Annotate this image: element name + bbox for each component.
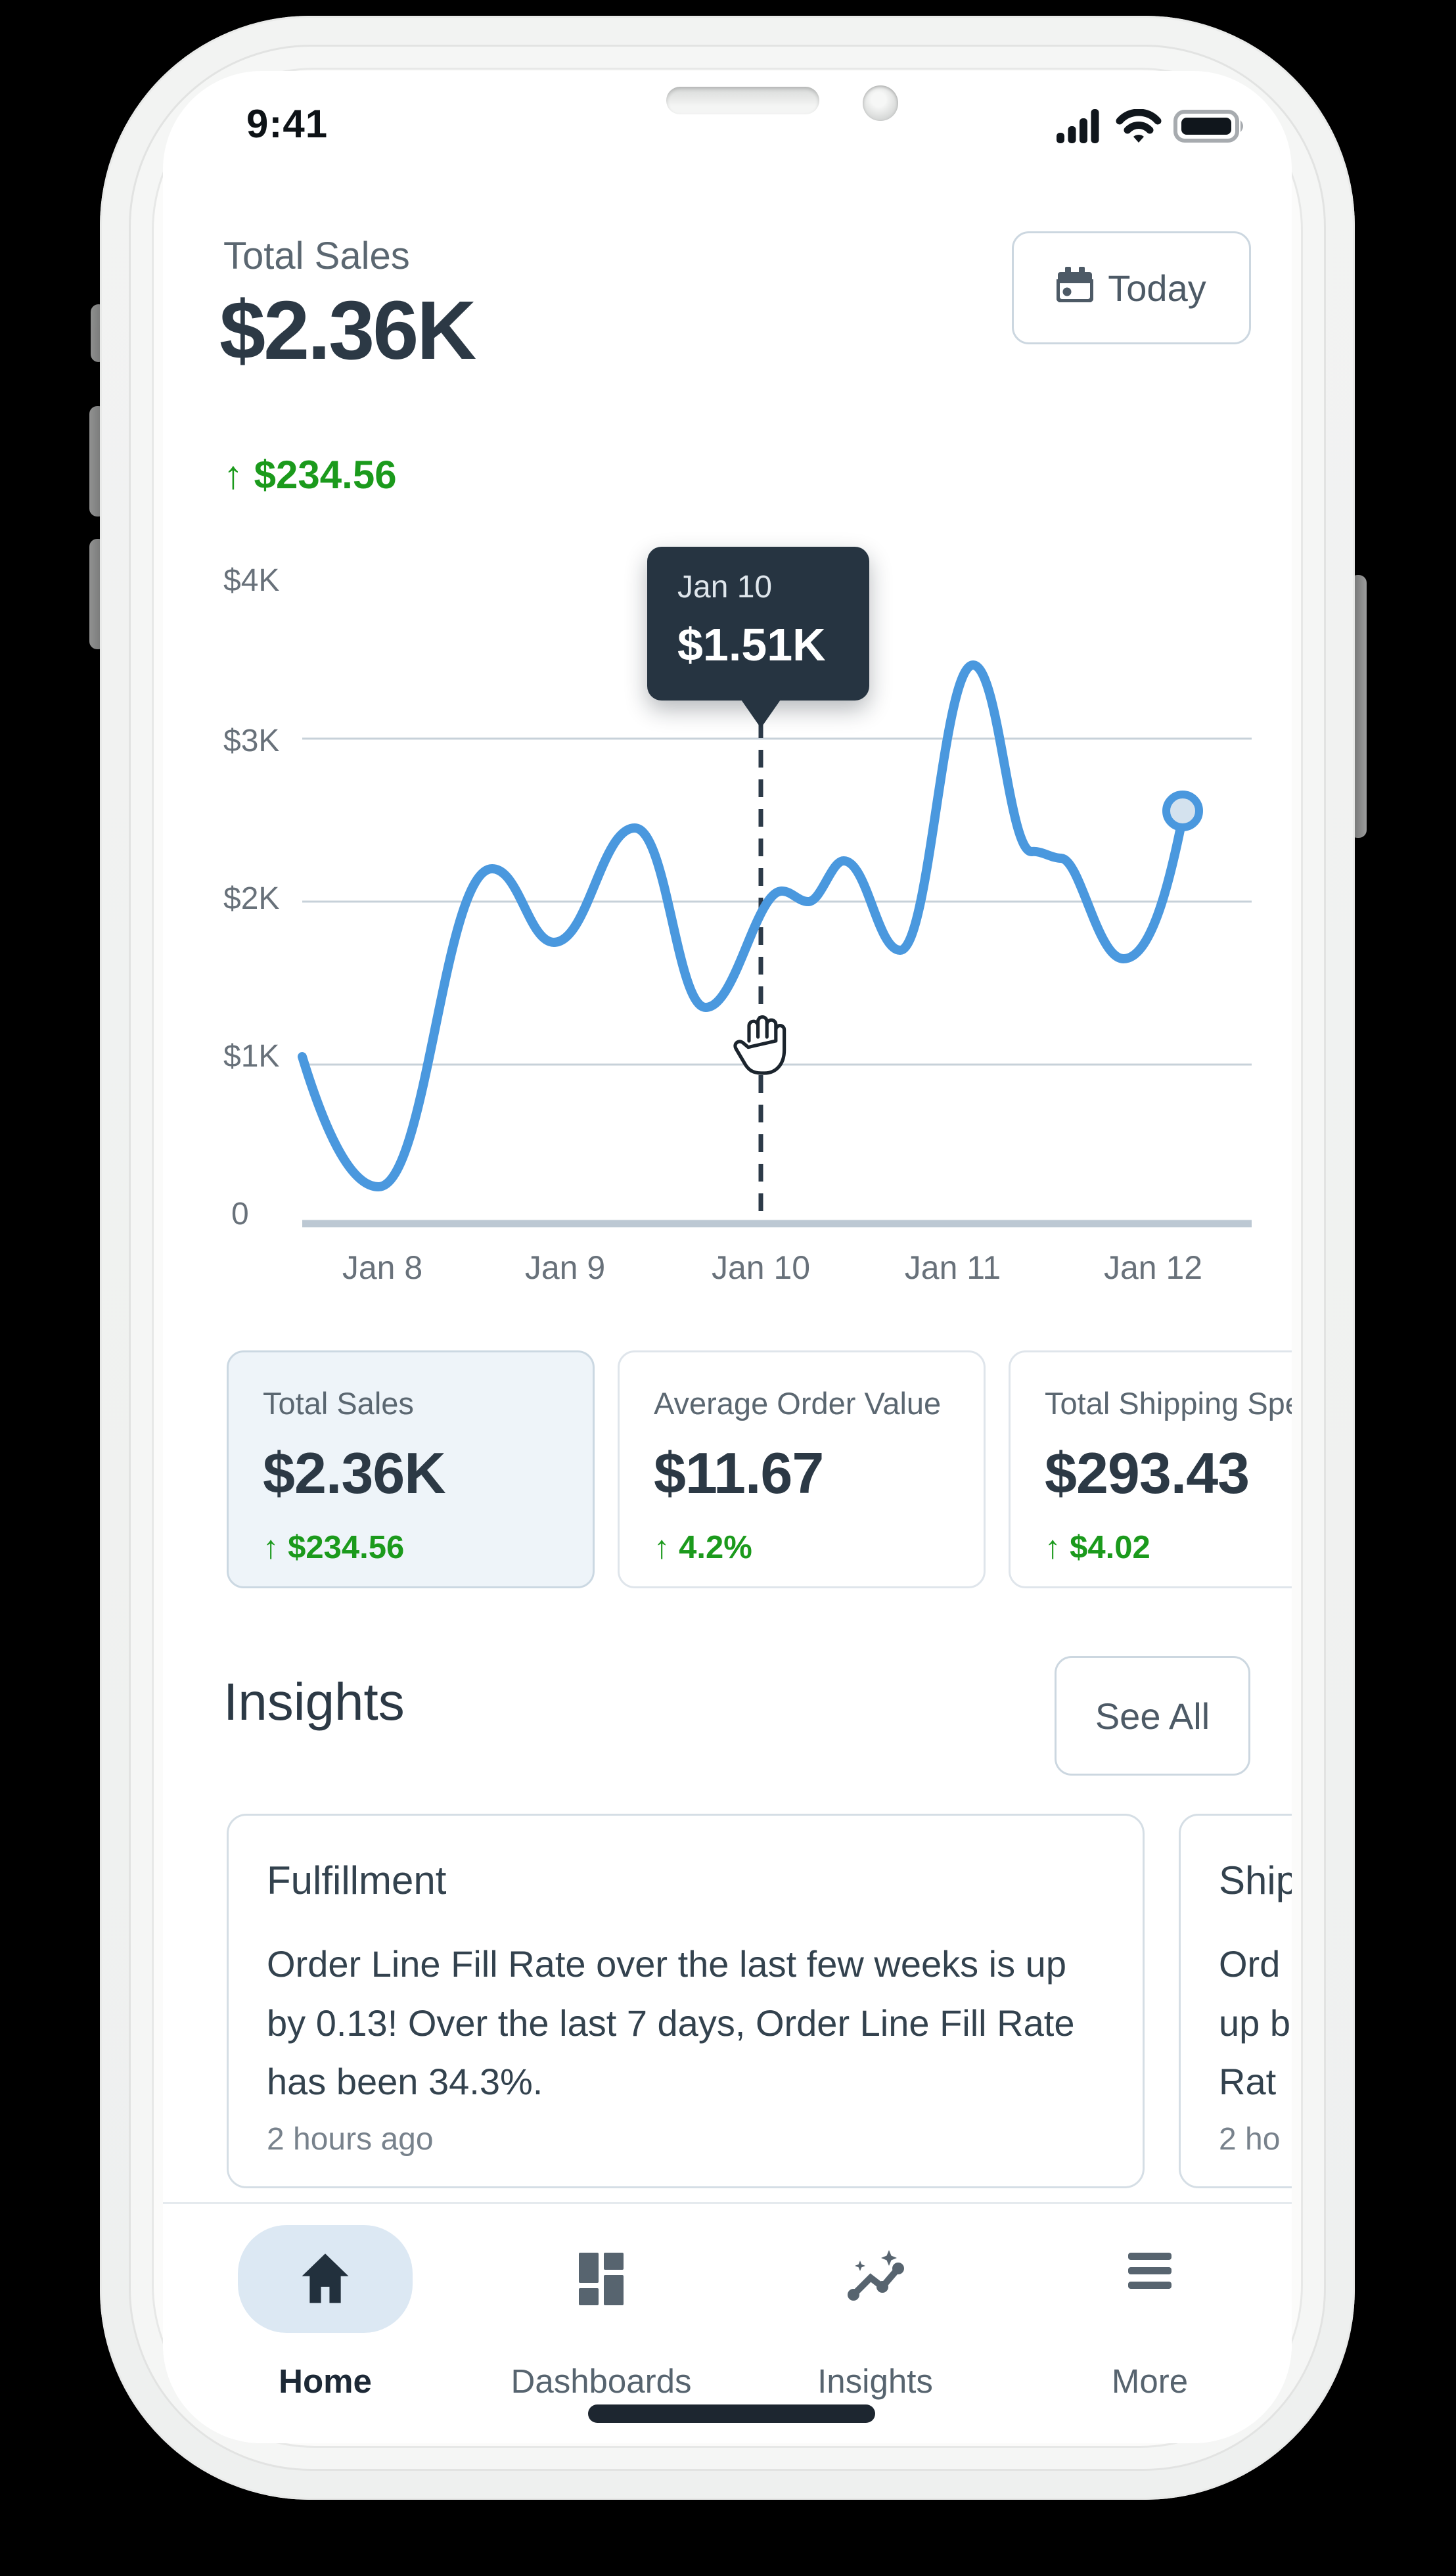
x-tick-jan9: Jan 9 (524, 1249, 606, 1286)
y-tick-3k: $3K (223, 724, 280, 758)
insight-body: Order Line Fill Rate over the last few w… (267, 1943, 1075, 2103)
x-tick-jan11: Jan 11 (904, 1249, 1001, 1286)
dashboards-grid-icon (575, 2250, 627, 2311)
metric-delta: ↑ $234.56 (263, 1530, 405, 1565)
metric-label: Total Sales (263, 1386, 414, 1421)
series-end-point (1162, 791, 1203, 831)
metric-value: $11.67 (654, 1440, 824, 1506)
total-sales-delta: ↑ $234.56 (223, 452, 397, 497)
battery-icon (1173, 109, 1246, 147)
insight-timestamp: 2 hours ago (267, 2122, 434, 2157)
nav-item-more[interactable]: More (1038, 2204, 1262, 2443)
metric-delta: ↑ 4.2% (654, 1530, 752, 1565)
insight-body: Ord up b Rat (1219, 1943, 1290, 2103)
y-tick-4k: $4K (223, 563, 280, 598)
up-arrow-icon: ↑ (1045, 1530, 1061, 1565)
chart-tooltip: Jan 10 $1.51K (647, 547, 869, 728)
more-menu-icon (1126, 2250, 1174, 2295)
tooltip-date: Jan 10 (677, 570, 773, 605)
nav-label: Home (279, 2362, 372, 2400)
status-icons (1057, 108, 1246, 147)
grab-cursor-icon (729, 1009, 792, 1081)
home-icon (297, 2250, 353, 2310)
metric-card-average-order-value[interactable]: Average Order Value $11.67 ↑ 4.2% (618, 1350, 986, 1588)
calendar-icon (1056, 265, 1095, 311)
y-tick-0: 0 (231, 1197, 249, 1231)
y-tick-1k: $1K (223, 1039, 280, 1074)
metric-card-total-shipping-spend[interactable]: Total Shipping Spen $293.43 ↑ $4.02 (1009, 1350, 1292, 1588)
nav-item-insights[interactable]: Insights (763, 2204, 987, 2443)
up-arrow-icon: ↑ (223, 453, 243, 497)
wifi-icon (1116, 108, 1162, 147)
metric-card-total-sales[interactable]: Total Sales $2.36K ↑ $234.56 (227, 1350, 595, 1588)
period-label: Today (1108, 267, 1206, 309)
screen: 9:41 (163, 71, 1292, 2443)
tooltip-pointer (740, 698, 782, 728)
insights-sparkline-icon (844, 2250, 906, 2310)
nav-label: More (1111, 2362, 1189, 2400)
x-tick-jan12: Jan 12 (1103, 1249, 1203, 1286)
metric-label: Average Order Value (654, 1386, 942, 1421)
tooltip-value: $1.51K (677, 619, 826, 670)
insights-section-title: Insights (223, 1672, 405, 1731)
metric-value: $293.43 (1045, 1440, 1250, 1506)
nav-item-home[interactable]: Home (214, 2204, 437, 2443)
nav-label: Insights (817, 2362, 933, 2400)
nav-label: Dashboards (511, 2362, 692, 2400)
up-arrow-icon: ↑ (263, 1530, 279, 1565)
phone-frame: 9:41 (100, 16, 1355, 2500)
sales-line-chart[interactable] (298, 576, 1252, 1228)
period-selector-button[interactable]: Today (1012, 231, 1251, 344)
signal-icon (1057, 109, 1104, 147)
insight-title: Ship (1219, 1858, 1292, 1902)
delta-amount: $234.56 (254, 453, 397, 497)
bottom-navigation: Home Dashboards (163, 2202, 1292, 2443)
home-indicator[interactable] (588, 2404, 875, 2423)
metric-label: Total Shipping Spen (1045, 1386, 1292, 1421)
sales-series-line (298, 660, 1187, 1192)
nav-item-dashboards[interactable]: Dashboards (489, 2204, 713, 2443)
total-sales-value: $2.36K (219, 284, 476, 377)
y-tick-2k: $2K (223, 881, 280, 916)
x-tick-jan8: Jan 8 (342, 1249, 423, 1286)
insight-card-fulfillment[interactable]: Fulfillment Order Line Fill Rate over th… (227, 1814, 1145, 2188)
insight-timestamp: 2 ho (1219, 2122, 1281, 2157)
front-camera-icon (863, 85, 898, 121)
x-tick-jan10: Jan 10 (711, 1249, 811, 1286)
speaker-grille-icon (666, 87, 819, 114)
up-arrow-icon: ↑ (654, 1530, 670, 1565)
page-title: Total Sales (223, 235, 410, 277)
metric-delta: ↑ $4.02 (1045, 1530, 1150, 1565)
metric-value: $2.36K (263, 1440, 446, 1506)
insight-title: Fulfillment (267, 1858, 447, 1902)
see-all-button[interactable]: See All (1055, 1656, 1250, 1776)
status-time: 9:41 (246, 102, 329, 146)
insight-card-shipping[interactable]: Ship Ord up b Rat 2 ho (1179, 1814, 1292, 2188)
